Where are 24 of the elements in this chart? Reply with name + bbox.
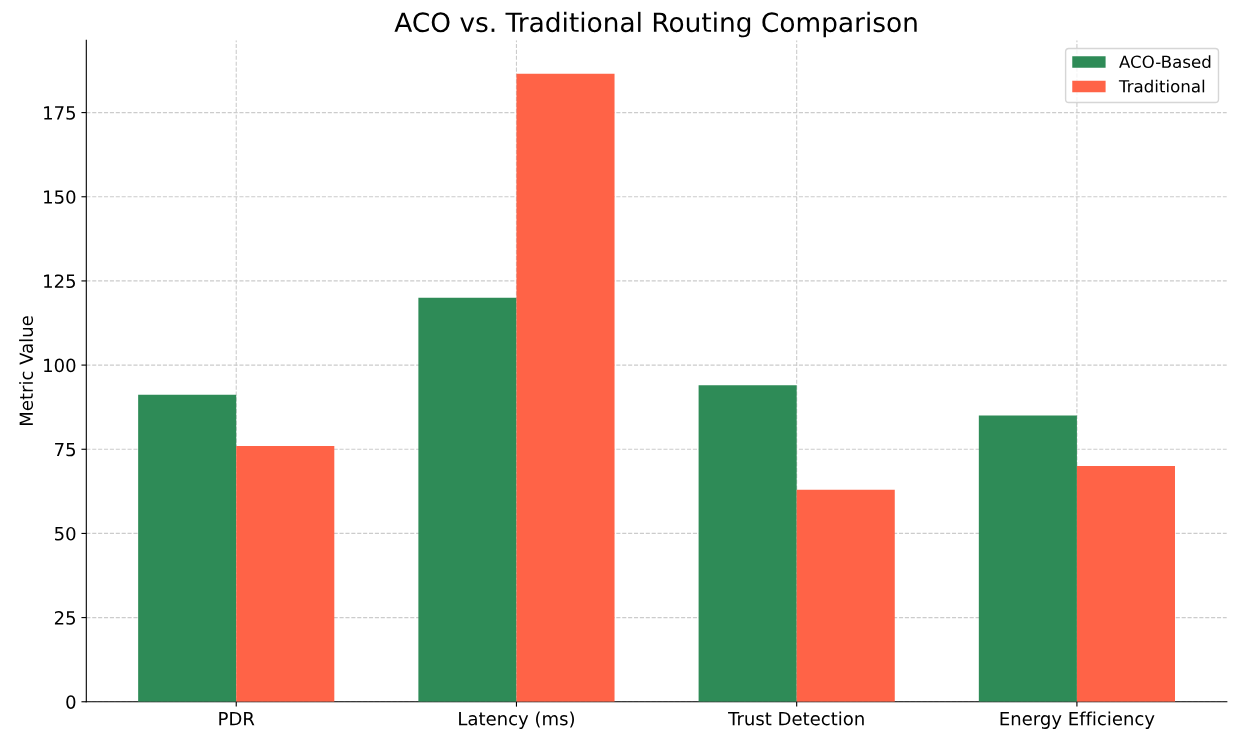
x-tick-label: Energy Efficiency [1000, 711, 1155, 729]
y-tick-label: 150 [44, 190, 76, 204]
bar [978, 415, 1077, 702]
bar [698, 385, 797, 702]
y-tick-label: 100 [44, 358, 76, 373]
y-tick-label: 25 [54, 611, 76, 625]
x-tick-label: PDR [219, 712, 255, 726]
legend-label: Traditional [1118, 79, 1205, 93]
bar [1076, 466, 1175, 702]
bar [796, 489, 895, 702]
y-tick-label: 75 [55, 442, 76, 457]
x-tick-label: Trust Detection [728, 711, 864, 726]
bar [418, 297, 517, 702]
bar [516, 73, 615, 702]
y-tick-label: 125 [44, 274, 76, 289]
y-axis-title: Metric Value [19, 316, 34, 425]
legend-label: ACO-Based [1119, 55, 1211, 69]
x-tick-label: Latency (ms) [459, 711, 574, 729]
y-tick-label: 50 [55, 526, 76, 541]
y-tick-label: 0 [66, 695, 76, 709]
y-tick-label: 175 [44, 106, 76, 120]
bar [236, 445, 335, 702]
chart-title: ACO vs. Traditional Routing Comparison [394, 11, 917, 38]
bar [138, 394, 237, 702]
